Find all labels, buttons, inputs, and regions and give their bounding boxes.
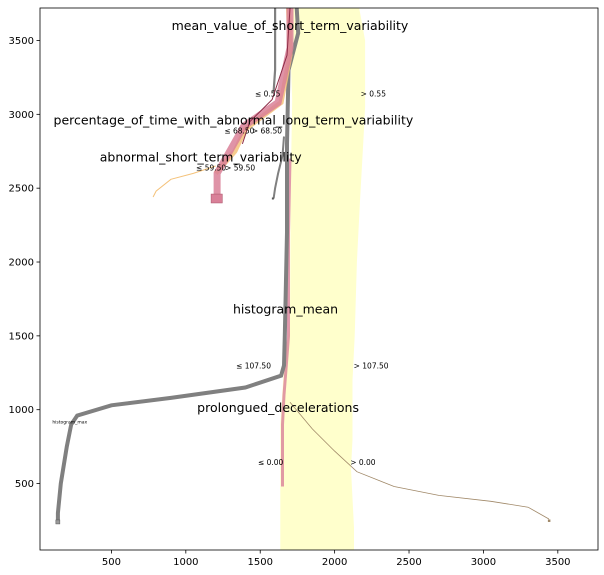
branch-brown-right <box>289 402 550 520</box>
plot-frame <box>39 7 599 551</box>
node-label: percentage_of_time_with_abnormal_long_te… <box>54 113 414 128</box>
split-label: > 68.50 <box>252 127 282 136</box>
x-tick-label: 1500 <box>247 557 272 568</box>
node-label: mean_value_of_short_term_variability <box>172 18 409 33</box>
leaf-brown <box>547 519 551 522</box>
branch-darkred-thin <box>241 7 291 145</box>
x-tick-label: 3500 <box>545 557 570 568</box>
split-label: > 107.50 <box>354 361 389 370</box>
tiny-node-label: histogram_max <box>52 420 87 426</box>
branch-gray-main <box>55 7 301 522</box>
x-axis: 500 1000 1500 2000 2500 3000 3500 <box>102 550 571 568</box>
y-axis: 500 1000 1500 2000 2500 3000 3500 <box>9 36 40 490</box>
leaf-gray-left <box>55 519 61 525</box>
branch-gray-left-stub <box>272 8 277 93</box>
split-label: > 59.50 <box>225 163 255 172</box>
y-tick-label: 500 <box>15 479 34 490</box>
plot-area <box>55 7 551 550</box>
x-tick-label: 2500 <box>396 557 421 568</box>
x-tick-label: 1000 <box>173 557 198 568</box>
node-label: prolongued_decelerations <box>197 400 359 415</box>
y-tick-label: 2500 <box>9 184 34 195</box>
y-tick-label: 1000 <box>9 405 34 416</box>
branch-orange-leaf <box>152 165 216 198</box>
split-label: ≤ 59.50 <box>196 163 226 172</box>
split-label: > 0.00 <box>350 458 376 467</box>
x-tick-label: 3000 <box>471 557 496 568</box>
class-band-yellow <box>280 8 366 550</box>
branch-pink-upper <box>213 8 294 199</box>
label-layer: mean_value_of_short_term_variabilityperc… <box>52 18 414 467</box>
y-tick-label: 1500 <box>9 331 34 342</box>
split-label: ≤ 0.55 <box>255 90 281 99</box>
leaf-pink <box>210 193 223 204</box>
split-label: > 0.55 <box>361 90 387 99</box>
x-tick-label: 500 <box>102 557 121 568</box>
node-label: histogram_mean <box>233 302 338 317</box>
x-tick-label: 2000 <box>322 557 347 568</box>
y-tick-label: 3000 <box>9 110 34 121</box>
y-tick-label: 3500 <box>9 36 34 47</box>
node-label: abnormal_short_term_variability <box>100 150 303 165</box>
split-label: ≤ 68.50 <box>224 127 254 136</box>
branch-gray-mid <box>272 136 285 199</box>
split-label: ≤ 0.00 <box>258 458 284 467</box>
y-tick-label: 2000 <box>9 258 34 269</box>
split-label: ≤ 107.50 <box>236 361 271 370</box>
leaf-gray-mid <box>271 197 274 200</box>
